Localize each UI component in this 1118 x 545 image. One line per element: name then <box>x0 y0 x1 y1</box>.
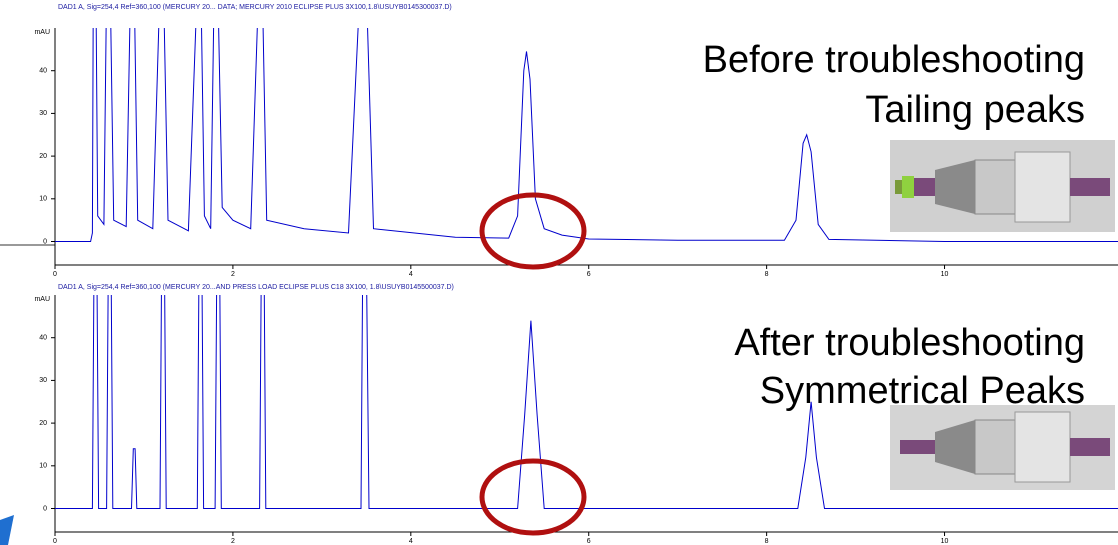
y-tick-label: 40 <box>39 68 47 75</box>
fitting-before <box>890 140 1115 232</box>
y-tick-label: 0 <box>43 505 47 512</box>
y-tick-label: 30 <box>39 110 47 117</box>
x-tick-label: 6 <box>587 271 591 278</box>
annotation: After troubleshooting <box>734 322 1085 364</box>
y-tick-label: 10 <box>39 463 47 470</box>
annotation: Tailing peaks <box>865 89 1085 131</box>
y-tick-label: 20 <box>39 420 47 427</box>
y-tick-label: 10 <box>39 196 47 203</box>
x-tick-label: 8 <box>765 271 769 278</box>
x-tick-label: 4 <box>409 271 413 278</box>
y-axis-label: mAU <box>34 296 50 303</box>
y-axis-label: mAU <box>34 29 50 36</box>
x-tick-label: 2 <box>231 538 235 545</box>
fitting-after <box>890 405 1115 490</box>
x-tick-label: 10 <box>941 271 949 278</box>
y-tick-label: 30 <box>39 377 47 384</box>
x-tick-label: 0 <box>53 271 57 278</box>
annotation: Before troubleshooting <box>703 39 1085 81</box>
highlight-circle <box>479 458 587 536</box>
chart-before: DAD1 A, Sig=254,4 Ref=360,100 (MERCURY 2… <box>34 4 1118 278</box>
x-tick-label: 8 <box>765 538 769 545</box>
y-tick-label: 0 <box>43 238 47 245</box>
x-tick-label: 4 <box>409 538 413 545</box>
trace <box>55 28 1118 242</box>
y-tick-label: 40 <box>39 335 47 342</box>
x-tick-label: 2 <box>231 271 235 278</box>
x-tick-label: 10 <box>941 538 949 545</box>
x-tick-label: 0 <box>53 538 57 545</box>
chart-title: DAD1 A, Sig=254,4 Ref=360,100 (MERCURY 2… <box>58 4 452 11</box>
highlight-circle <box>479 192 587 270</box>
trace <box>55 295 1118 509</box>
logo-fragment <box>0 515 14 545</box>
chart-title: DAD1 A, Sig=254,4 Ref=360,100 (MERCURY 2… <box>58 284 454 291</box>
chart-after: DAD1 A, Sig=254,4 Ref=360,100 (MERCURY 2… <box>34 284 1118 545</box>
x-tick-label: 6 <box>587 538 591 545</box>
y-tick-label: 20 <box>39 153 47 160</box>
